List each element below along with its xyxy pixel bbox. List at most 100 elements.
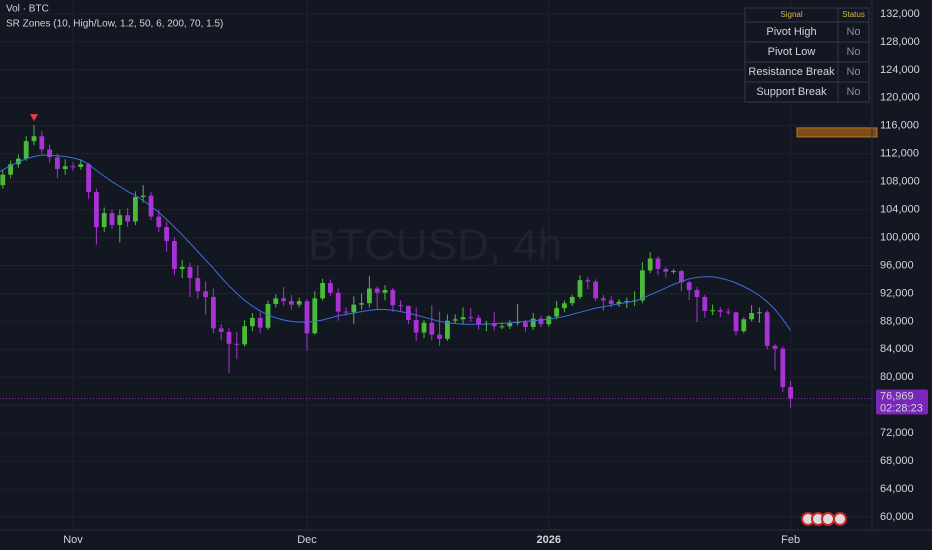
candle-body (725, 311, 731, 313)
y-tick-label: 60,000 (880, 511, 914, 523)
candle-body (78, 164, 84, 167)
x-tick-label: Dec (297, 534, 317, 546)
candle-body (718, 310, 723, 312)
y-tick-label: 120,000 (880, 92, 920, 104)
candle-body (203, 291, 208, 297)
candle-body (187, 266, 193, 279)
candle-body (577, 280, 583, 297)
candle-body (140, 195, 146, 198)
y-tick-label: 68,000 (880, 455, 914, 467)
candle-body (31, 136, 37, 142)
candle-body (788, 387, 793, 399)
candle-body (616, 301, 622, 304)
candle-body (109, 213, 115, 225)
candle-body (289, 301, 294, 305)
x-tick-label: 2026 (537, 534, 561, 546)
candle-body (671, 271, 676, 273)
resistance-zone (796, 127, 878, 138)
y-tick-label: 104,000 (880, 204, 920, 216)
candle-body (468, 317, 474, 319)
candle-body (55, 157, 60, 170)
table-cell: No (846, 86, 860, 98)
candle-body (445, 320, 450, 339)
candle-body (8, 164, 13, 175)
table-cell: No (846, 26, 860, 38)
candle-body (538, 318, 544, 325)
candle-body (562, 303, 567, 309)
candle-body (281, 298, 286, 302)
y-tick-label: 108,000 (880, 176, 920, 188)
candle-body (702, 296, 708, 311)
candle-body (218, 328, 224, 332)
candle-body (624, 301, 630, 303)
candle-body (304, 301, 310, 334)
x-tick-label: Nov (63, 534, 83, 546)
candle-body (764, 312, 770, 346)
legend-line: Vol · BTC (6, 4, 49, 15)
candle-body (749, 313, 754, 320)
candle-body (374, 288, 380, 293)
x-tick-label: Feb (781, 534, 800, 546)
candle-body (710, 310, 715, 312)
candle-body (94, 192, 99, 228)
candle-body (351, 304, 357, 313)
y-tick-label: 92,000 (880, 287, 914, 299)
watermark: BTCUSD, 4h (308, 221, 562, 270)
last-price-box (876, 389, 928, 415)
candle-body (242, 326, 247, 345)
moving-average (0, 154, 792, 331)
candle-body (172, 241, 177, 269)
candle-body (296, 301, 302, 305)
candle-body (234, 343, 240, 345)
candle-body (601, 298, 606, 301)
candle-body (211, 296, 216, 329)
table-header: Signal (780, 10, 802, 19)
candle-body (491, 323, 497, 327)
y-tick-label: 116,000 (880, 120, 919, 132)
candle-body (195, 278, 201, 292)
candle-body (133, 197, 138, 222)
candle-body (452, 319, 458, 321)
candle-body (523, 322, 528, 327)
y-tick-label: 100,000 (880, 231, 920, 243)
candle-body (226, 331, 232, 344)
candle-body (686, 282, 692, 290)
candle-body (421, 322, 427, 333)
candle-body (593, 281, 598, 299)
y-tick-label: 64,000 (880, 483, 914, 495)
candle-body (359, 303, 364, 305)
candle-body (780, 348, 786, 388)
candle-body (390, 289, 396, 306)
candle-body (507, 322, 513, 327)
signal-table: Signal Status Pivot High No Pivot Low No Resis… (744, 7, 870, 103)
candle-body (679, 271, 684, 283)
event-icons (801, 512, 847, 526)
event-icon (833, 512, 847, 526)
y-tick-label: 72,000 (880, 427, 914, 439)
y-tick-label: 124,000 (880, 64, 920, 76)
candle-body (265, 303, 271, 328)
candle-body (530, 318, 536, 327)
candle-body (117, 215, 123, 225)
countdown-label: 02:28:23 (880, 402, 923, 414)
candle-body (772, 345, 778, 349)
pivot-high-marker (30, 114, 38, 122)
y-tick-label: 132,000 (880, 8, 920, 20)
candle-body (413, 319, 419, 333)
candle-body (0, 174, 6, 186)
candle-body (499, 326, 505, 328)
event-icon (821, 512, 835, 526)
table-cell: Pivot High (766, 26, 816, 38)
candle-body (554, 308, 559, 317)
candle-body (16, 158, 21, 165)
table-cell: No (846, 66, 860, 78)
y-tick-label: 112,000 (880, 148, 919, 160)
candle-body (70, 166, 76, 168)
candle-body (608, 300, 614, 304)
candle-body (757, 312, 762, 314)
candle-body (569, 296, 575, 304)
y-tick-label: 84,000 (880, 343, 914, 355)
candle-body (86, 164, 91, 193)
table-background (744, 7, 870, 103)
